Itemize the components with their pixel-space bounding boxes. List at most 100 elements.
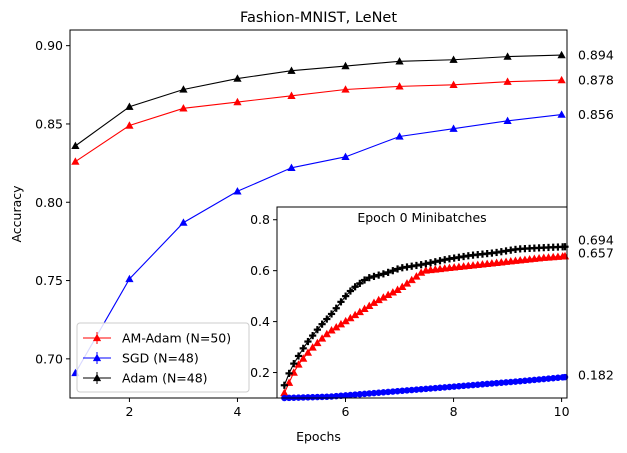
inset-point-0-9 bbox=[322, 329, 331, 338]
main-x-tick-label-2: 6 bbox=[342, 404, 350, 419]
inset-point-0-1 bbox=[284, 378, 294, 386]
legend-label-2: Adam (N=48) bbox=[122, 371, 208, 386]
main-end-label-1: 0.856 bbox=[578, 107, 614, 122]
inset-point-2-23 bbox=[389, 267, 397, 275]
main-point-0-0 bbox=[71, 157, 80, 165]
inset-point-0-27 bbox=[407, 275, 416, 284]
legend-label-1: SGD (N=48) bbox=[122, 351, 199, 366]
legend-label-0: AM-Adam (N=50) bbox=[122, 331, 231, 346]
main-point-1-6 bbox=[395, 132, 404, 140]
main-x-tick-label-0: 2 bbox=[125, 404, 133, 419]
main-point-2-5 bbox=[341, 61, 350, 70]
main-point-1-3 bbox=[233, 187, 242, 195]
inset-point-2-22 bbox=[384, 268, 392, 276]
main-end-label-2: 0.894 bbox=[578, 48, 614, 63]
inset-point-2-11 bbox=[332, 304, 340, 312]
main-point-2-3 bbox=[233, 74, 242, 82]
inset-point-2-19 bbox=[370, 272, 378, 280]
main-point-0-2 bbox=[179, 104, 188, 112]
main-point-0-5 bbox=[341, 85, 350, 93]
main-x-tick-label-1: 4 bbox=[233, 404, 241, 419]
inset-chart: 0.2 0.4 0.6 0.8 0.657 0.182 0.694 Epoch 0 Min… bbox=[250, 206, 614, 402]
main-point-0-1 bbox=[125, 121, 134, 129]
inset-end-label-0: 0.657 bbox=[578, 246, 614, 261]
main-series-line-2 bbox=[75, 54, 562, 147]
main-end-labels: 0.878 0.856 0.894 bbox=[578, 48, 614, 123]
inset-point-2-7 bbox=[313, 326, 321, 334]
inset-point-0-5 bbox=[303, 348, 313, 356]
main-y-ticks: 0.70 0.75 0.80 0.85 0.90 bbox=[35, 38, 70, 366]
inset-y-ticks: 0.2 0.4 0.6 0.8 bbox=[250, 212, 277, 380]
main-x-axis-label: Epochs bbox=[296, 429, 341, 444]
inset-end-label-2: 0.694 bbox=[578, 233, 614, 248]
main-point-0-3 bbox=[233, 97, 242, 106]
main-point-2-9 bbox=[557, 50, 566, 59]
main-point-2-4 bbox=[287, 66, 296, 74]
main-y-tick-label-3: 0.85 bbox=[35, 116, 63, 131]
inset-point-2-9 bbox=[323, 315, 331, 323]
inset-point-2-6 bbox=[309, 332, 317, 340]
main-point-1-9 bbox=[557, 110, 566, 118]
inset-point-2-15 bbox=[351, 283, 359, 291]
main-point-2-2 bbox=[179, 85, 188, 93]
main-point-0-9 bbox=[557, 75, 566, 84]
main-y-axis-label: Accuracy bbox=[9, 185, 24, 243]
inset-point-2-18 bbox=[365, 274, 373, 282]
main-series-layer bbox=[71, 50, 566, 377]
main-series-line-1 bbox=[74, 114, 562, 374]
inset-point-2-13 bbox=[342, 292, 350, 300]
inset-plot-area bbox=[277, 207, 567, 398]
main-y-tick-label-0: 0.70 bbox=[35, 351, 63, 366]
main-point-0-6 bbox=[395, 82, 404, 90]
inset-y-tick-label-2: 0.6 bbox=[250, 263, 270, 278]
inset-point-2-17 bbox=[360, 276, 369, 284]
main-point-1-7 bbox=[449, 124, 458, 132]
main-point-2-0 bbox=[71, 141, 80, 150]
main-x-tick-label-3: 8 bbox=[450, 404, 458, 419]
inset-point-2-16 bbox=[356, 279, 364, 287]
inset-point-0-6 bbox=[308, 343, 317, 351]
inset-plot-frame bbox=[276, 206, 568, 399]
inset-point-2-8 bbox=[318, 320, 326, 328]
main-point-0-4 bbox=[287, 91, 296, 99]
inset-point-2-0 bbox=[280, 381, 288, 389]
inset-end-labels: 0.657 0.182 0.694 bbox=[578, 233, 614, 383]
main-x-tick-label-4: 10 bbox=[554, 404, 570, 419]
main-point-1-2 bbox=[179, 218, 188, 226]
legend-box bbox=[76, 322, 250, 393]
inset-point-0-8 bbox=[317, 334, 327, 342]
legend: AM-Adam (N=50) SGD (N=48) Adam (N=48) bbox=[76, 322, 250, 393]
main-point-2-7 bbox=[449, 55, 458, 63]
main-point-1-1 bbox=[125, 274, 134, 283]
inset-y-tick-label-0: 0.2 bbox=[250, 365, 270, 380]
inset-y-tick-label-1: 0.4 bbox=[250, 314, 270, 329]
main-point-2-8 bbox=[503, 52, 512, 60]
inset-point-2-2 bbox=[290, 360, 298, 368]
inset-point-2-14 bbox=[346, 287, 354, 295]
inset-point-2-21 bbox=[379, 270, 388, 278]
inset-point-0-28 bbox=[412, 272, 421, 280]
inset-point-0-4 bbox=[299, 354, 308, 362]
main-x-ticks: 2 4 6 8 10 bbox=[125, 398, 570, 419]
main-point-0-8 bbox=[503, 77, 512, 85]
main-point-2-6 bbox=[395, 57, 404, 65]
main-series-line-0 bbox=[75, 79, 562, 162]
main-point-0-7 bbox=[449, 80, 458, 88]
inset-point-2-12 bbox=[337, 298, 345, 306]
inset-point-0-7 bbox=[313, 338, 322, 347]
inset-series-layer bbox=[280, 243, 570, 402]
main-end-label-0: 0.878 bbox=[578, 73, 614, 88]
main-y-tick-label-1: 0.75 bbox=[35, 273, 63, 288]
main-point-1-4 bbox=[287, 163, 296, 171]
inset-point-2-20 bbox=[375, 271, 383, 279]
inset-point-2-1 bbox=[285, 369, 293, 377]
inset-chart-title: Epoch 0 Minibatches bbox=[357, 210, 486, 225]
inset-point-2-3 bbox=[294, 352, 303, 360]
main-point-1-5 bbox=[341, 152, 350, 161]
inset-point-2-4 bbox=[299, 344, 307, 352]
inset-end-label-1: 0.182 bbox=[578, 368, 614, 383]
inset-point-2-24 bbox=[393, 265, 402, 273]
inset-point-2-10 bbox=[327, 310, 336, 318]
inset-point-2-5 bbox=[304, 337, 312, 346]
